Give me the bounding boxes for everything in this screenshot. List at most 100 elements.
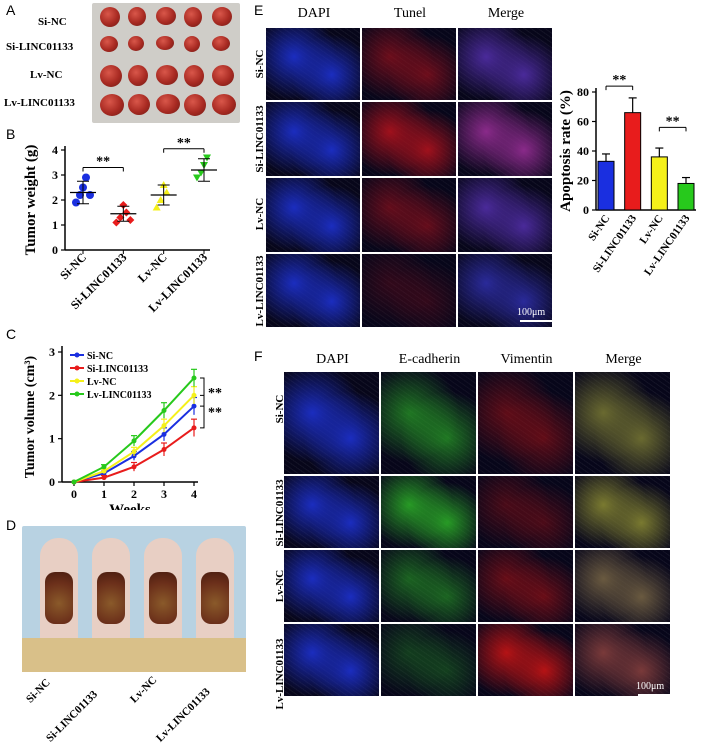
- significance-bracket: [200, 394, 205, 429]
- tumor-specimen: [100, 65, 122, 87]
- tumor-specimen: [212, 65, 234, 86]
- micrograph-tile: [284, 372, 379, 474]
- y-tick-label: 2: [49, 388, 55, 402]
- tumor-specimen: [100, 7, 120, 27]
- panel-d-label-4: Lv-LINC01133: [154, 685, 213, 745]
- tumor-specimen: [128, 36, 144, 51]
- panel-a-row-label-4: Lv-LINC01133: [4, 97, 75, 109]
- x-tick-label: Si-NC: [586, 213, 612, 243]
- series-point: [191, 375, 197, 381]
- mouse-dissection: [40, 538, 78, 656]
- y-tick-label: 4: [52, 143, 58, 157]
- panel-f-col-merge: Merge: [605, 352, 642, 367]
- x-tick-label: 4: [191, 487, 197, 501]
- panel-b-letter: B: [6, 126, 16, 142]
- panel-a-row-label-2: Si-LINC01133: [6, 41, 74, 53]
- tumor-specimen: [100, 36, 118, 52]
- data-point: [126, 216, 135, 224]
- legend-marker: [74, 378, 80, 384]
- tumor-specimen: [100, 94, 124, 116]
- tumor-specimen: [156, 94, 180, 114]
- data-point: [112, 218, 121, 227]
- tumor-specimen: [128, 7, 146, 26]
- tumor-specimen: [184, 36, 200, 52]
- abdominal-cavity: [201, 572, 229, 624]
- bar: [677, 182, 695, 211]
- micrograph-tile: [575, 476, 670, 548]
- data-point: [197, 169, 205, 177]
- mouse-dissection: [196, 538, 234, 656]
- mouse-dissection: [92, 538, 130, 656]
- series-point: [161, 431, 167, 437]
- data-point: [162, 188, 171, 196]
- micrograph-tile: [362, 28, 456, 100]
- tumor-specimen: [128, 94, 150, 115]
- micrograph-tile: [362, 178, 456, 252]
- series-point: [191, 392, 197, 398]
- series-point: [191, 403, 197, 409]
- panel-e-letter: E: [254, 2, 264, 18]
- significance-mark: **: [208, 406, 222, 421]
- legend-marker: [74, 391, 80, 397]
- series-point: [131, 438, 137, 444]
- series-point: [101, 468, 107, 474]
- legend-label: Lv-NC: [87, 377, 116, 388]
- series-point: [131, 449, 137, 455]
- series-point: [101, 464, 107, 470]
- micrograph-tile: [381, 372, 476, 474]
- micrograph-tile: [478, 624, 573, 696]
- micrograph-tile: [381, 624, 476, 696]
- x-axis-label: Weeks: [109, 502, 151, 510]
- abdominal-cavity: [149, 572, 177, 624]
- y-tick-label: 40: [577, 144, 589, 158]
- y-tick-label: 2: [52, 193, 58, 207]
- micrograph-tile: [478, 476, 573, 548]
- bar: [597, 160, 615, 211]
- series-point: [161, 447, 167, 452]
- legend-label: Si-LINC01133: [87, 364, 148, 375]
- legend-marker: [74, 352, 80, 358]
- y-tick-label: 1: [52, 218, 58, 232]
- legend-marker: [74, 365, 80, 371]
- series-point: [101, 475, 107, 481]
- panel-a-letter: A: [6, 2, 16, 18]
- panel-d-letter: D: [6, 517, 17, 533]
- panel-e-col-dapi: DAPI: [297, 6, 331, 21]
- significance-mark: **: [666, 114, 680, 129]
- micrograph-tile: [458, 28, 552, 100]
- micrograph-tile: [381, 550, 476, 622]
- panel-e-scale-label: 100μm: [517, 307, 546, 318]
- tumor-specimen: [212, 7, 232, 26]
- panel-f-col-ecadherin: E-cadherin: [398, 352, 461, 367]
- significance-bracket: [200, 377, 205, 407]
- panel-a-row-label-1: Si-NC: [38, 16, 67, 28]
- x-tick-label: 1: [101, 487, 107, 501]
- micrograph-tile: [478, 550, 573, 622]
- panel-e-col-tunel: Tunel: [393, 6, 427, 21]
- legend-label: Lv-LINC01133: [87, 390, 151, 401]
- significance-mark: **: [96, 155, 110, 170]
- y-tick-label: 0: [49, 475, 55, 489]
- tumor-specimen: [156, 7, 176, 25]
- bar: [650, 156, 668, 211]
- panel-f-letter: F: [254, 348, 263, 364]
- micrograph-tile: [284, 476, 379, 548]
- micrograph-tile: [362, 102, 456, 176]
- legend-label: Si-NC: [87, 351, 113, 362]
- micrograph-tile: [478, 372, 573, 474]
- x-tick-label: Lv-NC: [135, 250, 170, 285]
- y-axis-label: Tumor volume (cm³): [23, 355, 38, 478]
- micrograph-tile: [458, 178, 552, 252]
- significance-mark: **: [612, 73, 626, 88]
- y-axis-label: Apoptosis rate (%): [558, 90, 574, 212]
- y-tick-label: 80: [577, 85, 589, 99]
- abdominal-cavity: [45, 572, 73, 624]
- series-point: [161, 423, 167, 429]
- data-point: [119, 201, 128, 209]
- micrograph-tile: [575, 624, 670, 696]
- series-point: [71, 479, 77, 485]
- micrograph-tile: [266, 178, 360, 252]
- y-axis-label: Tumor weight (g): [23, 145, 39, 256]
- abdominal-cavity: [97, 572, 125, 624]
